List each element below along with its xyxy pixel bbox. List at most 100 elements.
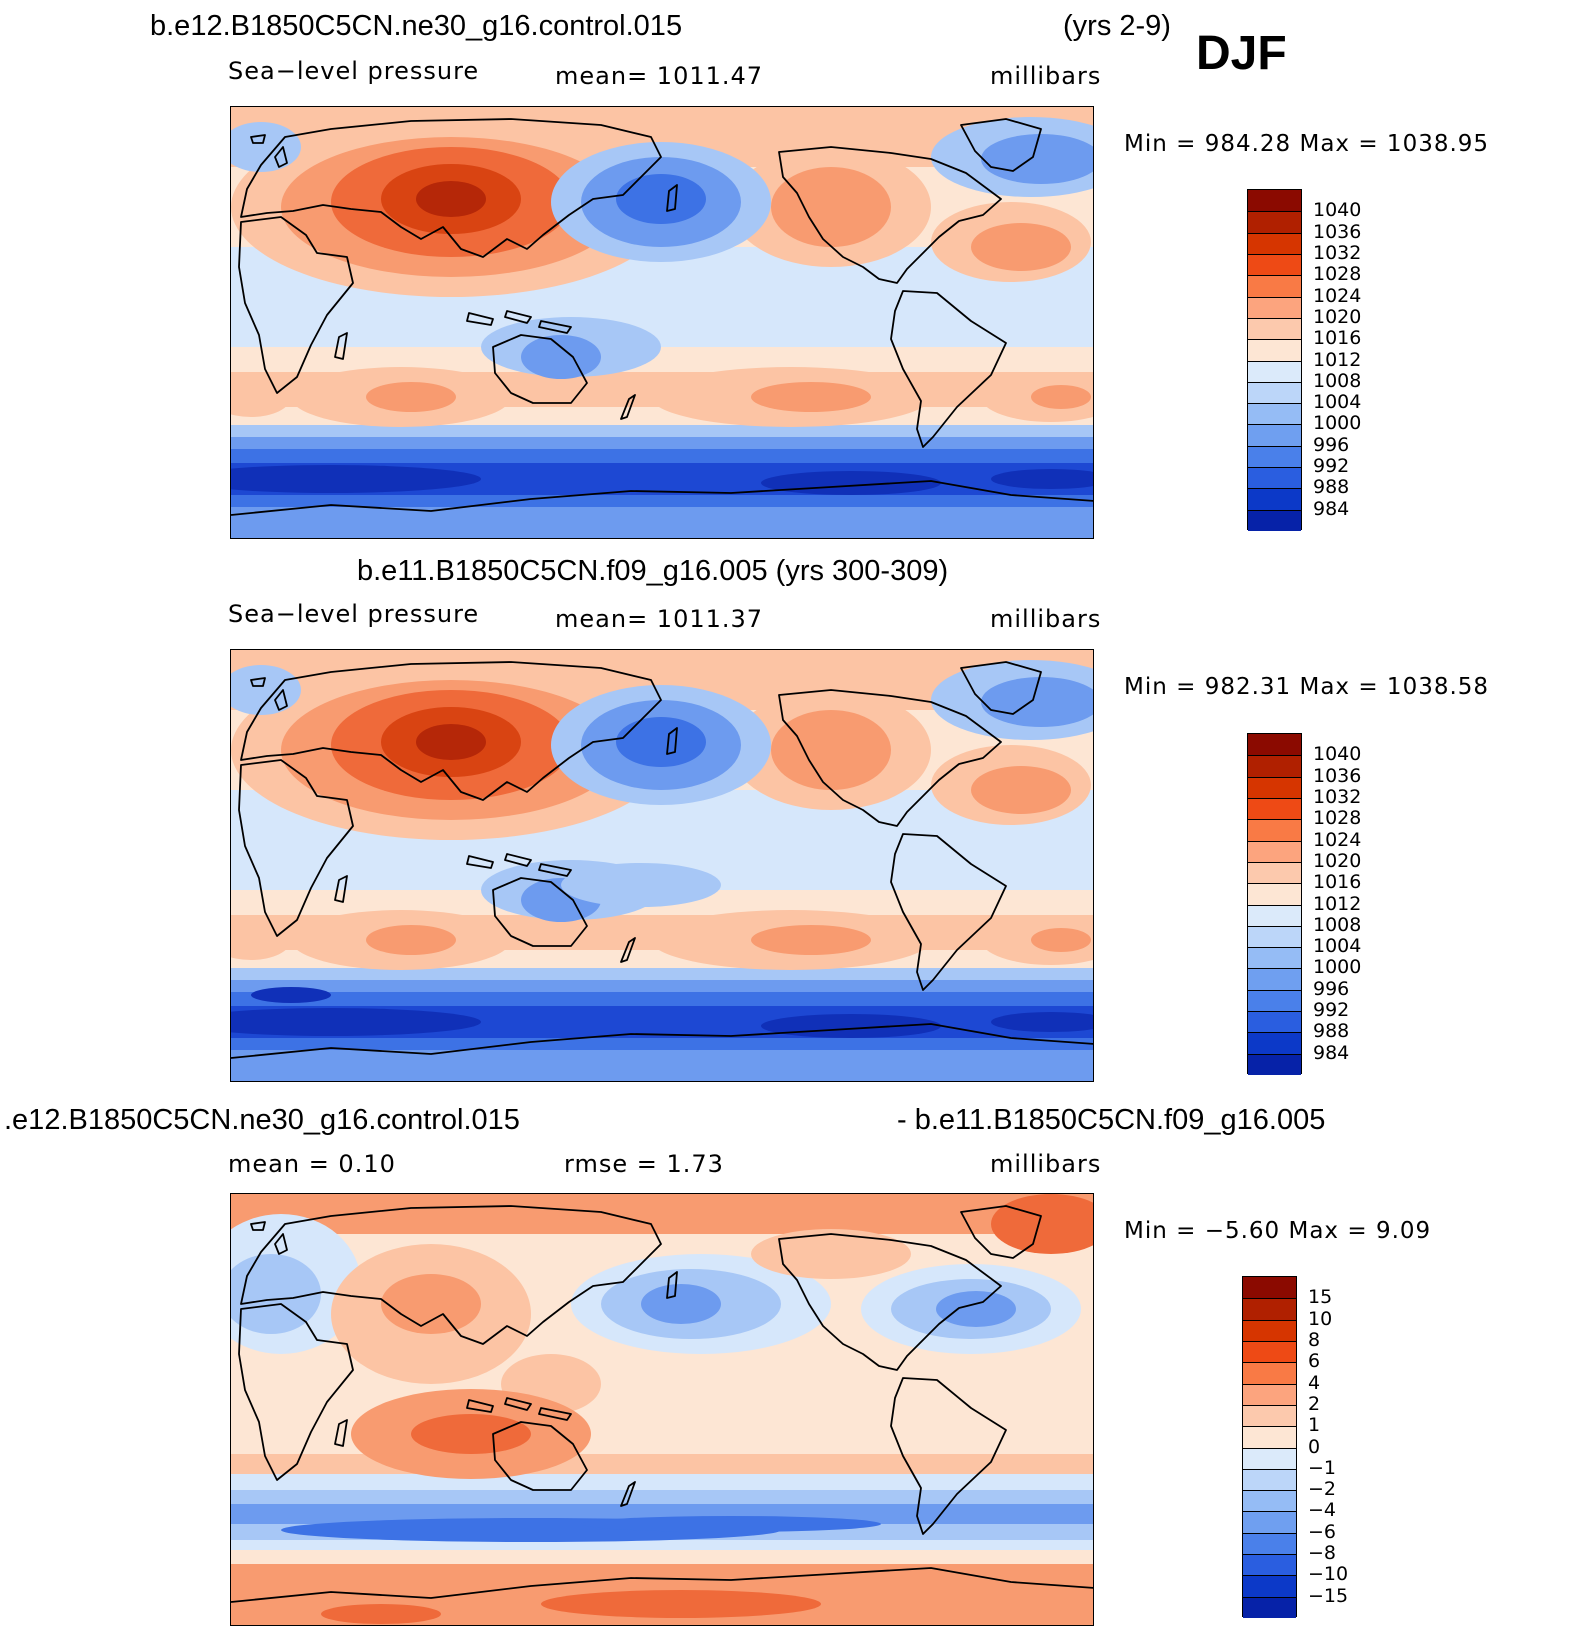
panel3-rmse-label: rmse = 1.73 (564, 1150, 724, 1178)
colorbar-tick-label: 984 (1313, 1041, 1350, 1064)
coastline (890, 833, 1007, 991)
pressure-contour-region (251, 987, 331, 1003)
coastline (666, 184, 678, 212)
colorbar-tick-label: 1000 (1313, 412, 1362, 435)
colorbar-tick-label: 0 (1308, 1435, 1321, 1458)
pressure-contour-band (231, 437, 1093, 451)
colorbar-segment (1248, 904, 1301, 926)
panel2-map (230, 649, 1094, 1082)
colorbar-tick-label: 1040 (1313, 743, 1362, 766)
low-pressure-core (761, 471, 941, 495)
pressure-contour-band (231, 980, 1093, 994)
colorbar-tick-label: −15 (1308, 1584, 1349, 1607)
panel3-minmax: Min = −5.60 Max = 9.09 (1124, 1218, 1432, 1244)
colorbar-segment (1243, 1426, 1296, 1448)
panel3-mean-label: mean = 0.10 (228, 1150, 396, 1178)
pressure-contour-band (231, 449, 1093, 465)
coastline (960, 1205, 1042, 1259)
colorbar-segment (1248, 1032, 1301, 1054)
coastline (240, 118, 662, 258)
pressure-contour-region (771, 710, 891, 790)
pressure-contour-region (1031, 385, 1091, 409)
panel3-map (230, 1193, 1094, 1626)
colorbar-tick-label: 1028 (1313, 807, 1362, 830)
colorbar-segment (1243, 1532, 1296, 1555)
pressure-contour-band (231, 507, 1093, 538)
panel2-variable-label: Sea−level pressure (228, 600, 480, 628)
colorbar-segment (1243, 1447, 1296, 1469)
pressure-contour-region (561, 863, 721, 907)
pressure-contour-region (521, 335, 601, 379)
colorbar-segment (1248, 819, 1301, 841)
colorbar-tick-label: 1008 (1313, 369, 1362, 392)
coastline (960, 661, 1042, 715)
colorbar-segment (1248, 488, 1301, 510)
positive-anomaly-region (321, 1604, 441, 1624)
colorbar-segment (1248, 1011, 1301, 1033)
coastline (620, 1481, 636, 1507)
coastline (492, 334, 588, 404)
colorbar-segment (1243, 1362, 1296, 1384)
colorbar-tick-label: 1032 (1313, 785, 1362, 808)
coastline (492, 1421, 588, 1491)
colorbar-tick-label: −8 (1308, 1542, 1337, 1565)
coastline (666, 1271, 678, 1299)
colorbar-tick-label: 1016 (1313, 327, 1362, 350)
panel1-map (230, 106, 1094, 539)
panel3-units-label: millibars (990, 1150, 1102, 1178)
pressure-contour-band (231, 992, 1093, 1008)
pressure-contour-region (411, 1414, 531, 1454)
low-pressure-core (761, 1014, 941, 1038)
colorbar-tick-label: 1020 (1313, 849, 1362, 872)
colorbar-tick-label: 1024 (1313, 284, 1362, 307)
colorbar-tick-label: 10 (1308, 1307, 1333, 1330)
pressure-contour-region (366, 925, 456, 955)
colorbar-segment (1243, 1490, 1296, 1512)
coastline (274, 689, 288, 711)
coastline (960, 118, 1042, 172)
colorbar-tick-label: 988 (1313, 476, 1350, 499)
coastline (778, 1233, 1002, 1371)
colorbar-segment (1248, 317, 1301, 340)
colorbar-segment (1248, 861, 1301, 884)
low-pressure-core (231, 465, 481, 493)
colorbar-segment (1248, 381, 1301, 404)
coastline (274, 1233, 288, 1255)
pressure-contour-band (231, 1194, 1093, 1234)
coastline (334, 1419, 348, 1447)
coastline (890, 1377, 1007, 1535)
colorbar-tick-label: 1040 (1313, 199, 1362, 222)
panel1-contour-field (231, 107, 1093, 538)
colorbar-segment (1243, 1404, 1296, 1427)
colorbar-tick-label: 1008 (1313, 913, 1362, 936)
colorbar-tick-label: −4 (1308, 1499, 1337, 1522)
pressure-contour-region (751, 1229, 911, 1279)
coastline (666, 727, 678, 755)
coastline (466, 853, 572, 877)
colorbar-segment (1248, 840, 1301, 862)
season-label: DJF (1196, 27, 1287, 80)
coastline (250, 134, 266, 144)
pressure-contour-region (416, 724, 486, 760)
panel3-title-left: .e12.B1850C5CN.ne30_g16.control.015 (4, 1104, 520, 1136)
pressure-contour-region (981, 677, 1093, 727)
pressure-contour-band (231, 1050, 1093, 1081)
coastline (890, 290, 1007, 448)
colorbar-segment (1248, 360, 1301, 382)
panel2-mean-label: mean= 1011.37 (555, 605, 764, 633)
colorbar-segment (1248, 1053, 1301, 1075)
pressure-contour-region (231, 920, 291, 960)
colorbar-segment (1248, 776, 1301, 798)
colorbar-segment (1248, 734, 1301, 756)
coastline (778, 689, 1002, 827)
colorbar-tick-label: 1 (1308, 1414, 1321, 1437)
coastline (492, 877, 588, 947)
coastline (274, 146, 288, 168)
negative-anomaly-band (581, 1516, 881, 1532)
colorbar-segment (1248, 947, 1301, 969)
pressure-contour-region (751, 382, 871, 412)
panel1-mean-label: mean= 1011.47 (555, 62, 764, 90)
pressure-contour-region (231, 665, 301, 715)
colorbar-segment (1243, 1468, 1296, 1491)
colorbar-segment (1248, 232, 1301, 254)
